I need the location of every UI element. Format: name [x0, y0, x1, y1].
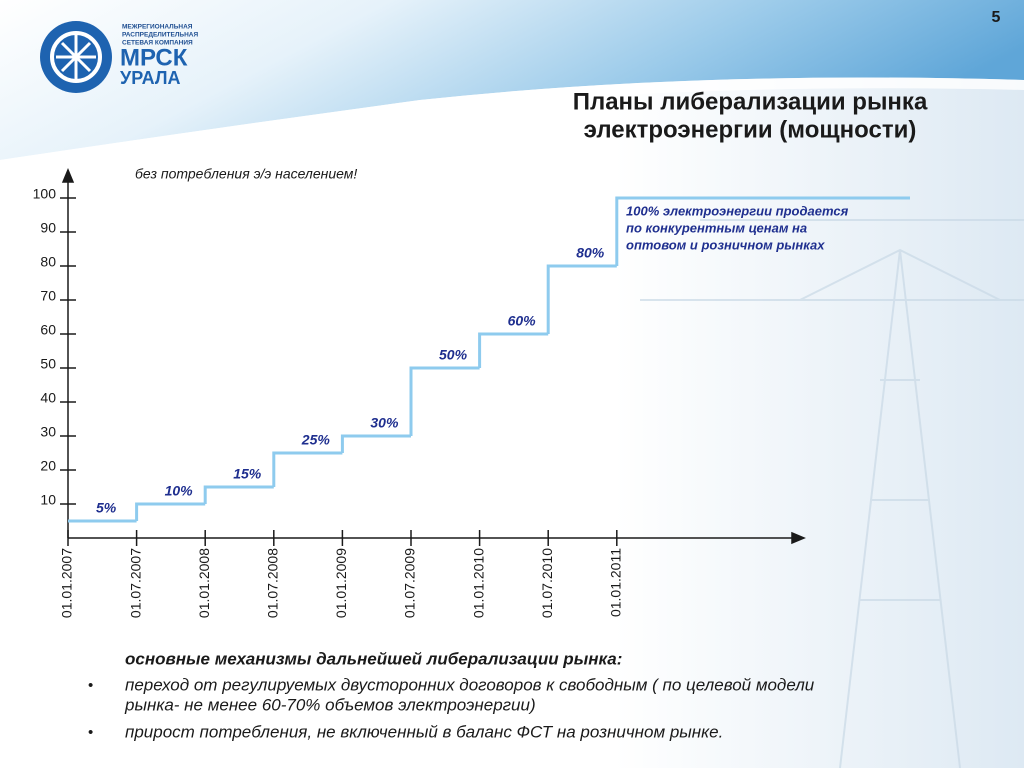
value-label: 60% — [508, 313, 537, 329]
value-label: 5% — [96, 500, 117, 516]
logo-name: МРСК — [120, 44, 188, 71]
logo-caption: МЕЖРЕГИОНАЛЬНАЯ — [122, 24, 193, 31]
step — [615, 196, 910, 266]
y-tick-label: 90 — [40, 220, 56, 236]
bullet-text: прирост потребления, не включенный в бал… — [125, 722, 723, 741]
x-axis-arrow — [791, 531, 806, 545]
y-tick-label: 100 — [33, 186, 57, 202]
y-tick-label: 30 — [40, 424, 56, 440]
x-tick-label: 01.01.2007 — [59, 548, 75, 618]
x-tick-label: 01.07.2009 — [402, 548, 418, 618]
value-label: 10% — [165, 483, 194, 499]
value-label: 25% — [301, 432, 331, 448]
bullet-text: переход от регулируемых двусторонних дог… — [125, 675, 815, 694]
step — [272, 451, 343, 487]
y-tick-label: 40 — [40, 390, 56, 406]
logo-caption: РАСПРЕДЕЛИТЕЛЬНАЯ — [122, 32, 198, 39]
x-tick-label: 01.07.2010 — [539, 548, 555, 618]
y-tick-label: 10 — [40, 492, 56, 508]
x-tick-label: 01.01.2010 — [470, 548, 486, 618]
value-label: 80% — [576, 245, 605, 261]
annotation: по конкурентным ценам на — [626, 220, 807, 235]
x-tick-label: 01.01.2009 — [333, 548, 349, 618]
step — [135, 502, 206, 521]
value-label: 15% — [233, 466, 262, 482]
axes — [61, 168, 806, 545]
logo-star — [56, 35, 96, 79]
step — [203, 485, 274, 504]
y-tick-label: 50 — [40, 356, 56, 372]
step — [340, 434, 411, 453]
x-tick-label: 01.07.2008 — [265, 548, 281, 618]
x-tick-label: 01.01.2011 — [608, 548, 624, 617]
annotation: 100% электроэнергии продается — [626, 203, 849, 218]
y-tick-label: 60 — [40, 322, 56, 338]
bullet-text: рынка- не менее 60-70% объемов электроэн… — [124, 695, 536, 714]
bullet-mark: • — [88, 677, 93, 694]
step — [546, 264, 617, 334]
logo-ring — [50, 31, 102, 83]
value-label: 50% — [439, 347, 468, 363]
y-tick-label: 20 — [40, 458, 56, 474]
notes-heading: основные механизмы дальнейшей либерализа… — [125, 649, 622, 668]
annotation: оптовом и розничном рынках — [626, 237, 825, 252]
bullet-mark: • — [88, 724, 93, 741]
chart-subtitle: без потребления э/э населением! — [135, 166, 357, 182]
chart-title: электроэнергии (мощности) — [584, 116, 917, 143]
y-tick-label: 80 — [40, 254, 56, 270]
header-band — [0, 0, 1024, 160]
logo-caption: СЕТЕВАЯ КОМПАНИЯ — [122, 40, 193, 47]
logo: МЕЖРЕГИОНАЛЬНАЯ РАСПРЕДЕЛИТЕЛЬНАЯ СЕТЕВА… — [40, 21, 198, 93]
header-swoosh — [0, 77, 1024, 168]
x-tick-label: 01.01.2008 — [196, 548, 212, 618]
chart-title: Планы либерализации рынка — [573, 88, 928, 115]
logo-region: УРАЛА — [120, 68, 180, 88]
step — [478, 332, 549, 368]
y-tick-label: 70 — [40, 288, 56, 304]
step — [409, 366, 480, 436]
page-number: 5 — [992, 9, 1001, 26]
x-tick-label: 01.07.2007 — [127, 548, 143, 618]
tower-sketch — [640, 219, 1024, 768]
value-label: 30% — [370, 415, 399, 431]
y-axis-arrow — [61, 168, 75, 183]
